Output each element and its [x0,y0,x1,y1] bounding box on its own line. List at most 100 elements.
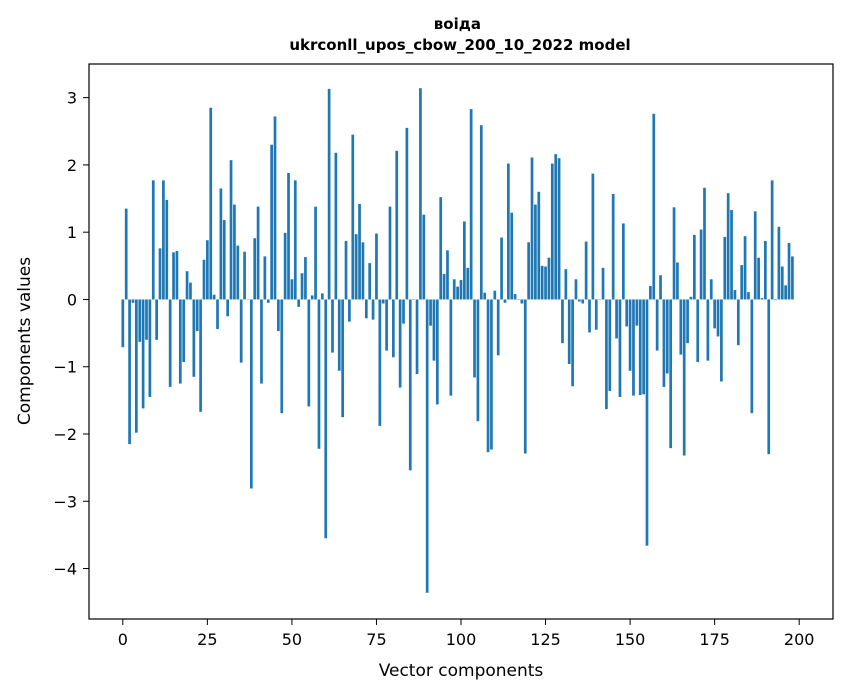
bar-133 [571,299,574,387]
bar-135 [578,299,581,302]
bar-119 [523,299,527,454]
bar-139 [591,173,595,300]
bar-25 [206,240,209,300]
bar-5 [138,299,142,342]
bar-178 [723,236,727,300]
bar-62 [331,299,334,353]
bar-188 [757,257,760,300]
bar-195 [780,266,784,300]
bar-16 [175,251,179,300]
bar-46 [277,299,280,332]
bar-22 [195,299,199,332]
bar-165 [679,299,683,355]
y-axis-label: Components values [15,257,35,425]
y-tick-label--4: −4 [53,560,77,579]
x-tick-label-0: 0 [118,630,128,649]
bar-137 [584,241,588,300]
y-axis: 3 2 1 0 −1 −2 −3 −4 [53,89,89,579]
bar-53 [300,273,304,300]
bar-159 [659,275,662,300]
bar-109 [490,299,493,450]
bar-152 [635,299,639,326]
bar-163 [672,207,676,300]
bar-170 [696,299,700,363]
bar-55 [307,299,311,407]
x-tick-label-150: 150 [615,630,646,649]
bar-105 [476,299,480,422]
bar-27 [212,294,216,300]
bar-6 [141,299,145,409]
bar-186 [750,299,754,414]
x-axis-label: Vector components [379,661,544,681]
bar-21 [192,299,196,377]
bar-50 [290,279,294,300]
bar-103 [469,109,473,300]
bar-71 [361,242,365,300]
y-tick-label-1: 1 [67,223,77,242]
bar-77 [381,299,385,304]
bar-106 [479,125,483,300]
bar-72 [364,299,368,319]
bar-127 [550,163,554,300]
bar-59 [320,293,324,300]
bar-149 [625,299,629,327]
bar-85 [408,299,412,471]
bar-172 [703,187,706,300]
y-tick-label-3: 3 [67,89,77,108]
bar-10 [155,299,158,340]
bar-115 [510,212,514,300]
bar-196 [784,285,788,300]
bar-92 [432,299,436,361]
bar-138 [588,299,591,333]
bar-177 [720,299,723,382]
bar-69 [354,234,358,300]
bar-35 [239,299,243,363]
bar-107 [483,292,487,300]
bar-181 [733,290,737,300]
bar-101 [463,221,466,300]
bar-129 [557,158,561,300]
bar-183 [740,265,744,300]
bar-83 [402,299,405,324]
bar-68 [351,134,355,300]
bar-96 [446,250,449,300]
bar-93 [435,299,439,405]
bar-143 [605,299,608,410]
bar-176 [716,299,720,337]
x-tick-label-50: 50 [282,630,302,649]
bar-67 [348,299,351,322]
bar-91 [429,299,432,326]
bar-150 [628,299,632,371]
bar-94 [439,197,443,300]
chart-title: воіда ukrconll_upos_cbow_200_10_2022 mod… [289,15,630,54]
bar-28 [216,299,219,330]
bar-41 [260,299,263,384]
bar-160 [662,299,666,387]
bar-34 [236,245,240,300]
bar-140 [594,299,598,330]
bar-144 [608,299,612,391]
bar-128 [554,154,558,300]
bar-74 [371,299,375,320]
bar-153 [638,299,642,395]
bar-14 [168,299,172,387]
chart-title-line-1: воіда [434,15,481,33]
bar-15 [172,252,175,300]
bar-171 [699,229,703,300]
bar-97 [449,299,453,396]
bar-82 [398,299,402,388]
bar-76 [378,299,382,426]
bar-30 [222,220,226,300]
bar-122 [534,204,537,300]
bar-17 [178,299,182,384]
bar-13 [165,199,169,300]
bar-182 [736,299,740,346]
bar-161 [665,299,669,374]
y-tick-label-0: 0 [67,290,77,309]
x-tick-label-175: 175 [699,630,730,649]
bar-148 [621,223,625,300]
bar-173 [706,299,710,361]
x-tick-label-25: 25 [197,630,217,649]
bar-114 [506,163,510,300]
